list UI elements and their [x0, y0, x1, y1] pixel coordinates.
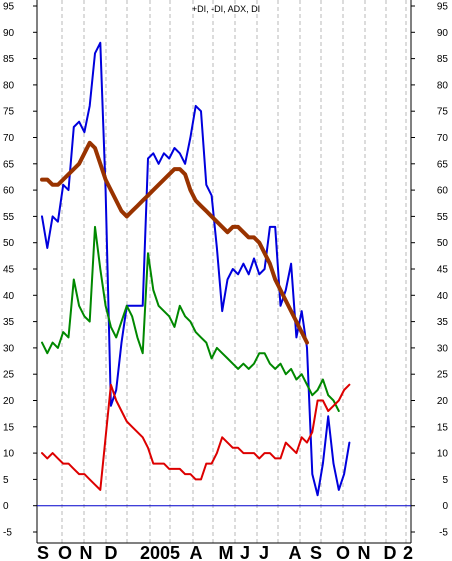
y-tick-label-left: -5	[3, 528, 12, 539]
y-tick-label-right: -5	[439, 528, 448, 539]
y-tick-label-right: 25	[437, 370, 449, 381]
y-tick-label-left: 25	[3, 370, 15, 381]
x-tick-label: O	[336, 543, 350, 561]
x-tick-label: M	[219, 543, 234, 561]
y-tick-label-left: 5	[3, 475, 9, 486]
x-tick-label: 2	[403, 543, 413, 561]
y-tick-label-right: 20	[437, 396, 449, 407]
y-tick-label-left: 60	[3, 186, 15, 197]
x-tick-label: 2005	[140, 543, 180, 561]
y-tick-label-right: 95	[437, 2, 449, 13]
y-tick-label-right: 55	[437, 212, 449, 223]
y-tick-label-right: 70	[437, 133, 449, 144]
y-tick-label-left: 15	[3, 422, 15, 433]
y-tick-label-left: 50	[3, 238, 15, 249]
x-tick-label: J	[240, 543, 250, 561]
y-tick-label-left: 80	[3, 80, 15, 91]
x-axis-month-labels: S O N D 2005 A M J J A S O N D 2	[37, 543, 413, 561]
y-tick-label-right: 85	[437, 54, 449, 65]
x-tick-label: D	[105, 543, 118, 561]
x-tick-label: N	[80, 543, 93, 561]
x-tick-label: O	[58, 543, 72, 561]
y-tick-label-right: 35	[437, 317, 449, 328]
y-tick-label-right: 75	[437, 107, 449, 118]
series-line-2	[41, 225, 340, 412]
series-line-3	[41, 383, 351, 491]
y-tick-label-right: 45	[437, 265, 449, 276]
chart-title: +DI, -DI, ADX, DI	[192, 4, 260, 14]
y-tick-label-right: 40	[437, 291, 449, 302]
y-tick-label-left: 75	[3, 107, 15, 118]
x-tick-label: J	[259, 543, 269, 561]
x-tick-label: S	[37, 543, 49, 561]
y-tick-label-left: 10	[3, 449, 15, 460]
y-tick-label-right: 50	[437, 238, 449, 249]
x-tick-label: N	[358, 543, 371, 561]
y-tick-label-right: 15	[437, 422, 449, 433]
y-tick-label-right: 65	[437, 159, 449, 170]
y-tick-label-right: 30	[437, 343, 449, 354]
y-tick-label-right: 90	[437, 28, 449, 39]
y-tick-label-left: 95	[3, 2, 15, 13]
y-tick-label-left: 40	[3, 291, 15, 302]
y-tick-label-right: 10	[437, 449, 449, 460]
x-tick-label: A	[289, 543, 302, 561]
y-tick-label-left: 20	[3, 396, 15, 407]
y-tick-label-right: 60	[437, 186, 449, 197]
y-tick-label-left: 70	[3, 133, 15, 144]
y-tick-label-left: 35	[3, 317, 15, 328]
y-tick-label-left: 85	[3, 54, 15, 65]
y-tick-label-left: 45	[3, 265, 15, 276]
y-tick-label-right: 5	[442, 475, 448, 486]
series-line-4	[40, 140, 309, 345]
y-tick-label-right: 0	[442, 501, 448, 512]
y-tick-label-left: 65	[3, 159, 15, 170]
x-tick-label: D	[384, 543, 397, 561]
y-tick-label-left: 90	[3, 28, 15, 39]
series-lines	[40, 41, 351, 497]
y-tick-label-right: 80	[437, 80, 449, 91]
y-tick-label-left: 30	[3, 343, 15, 354]
x-tick-label: S	[310, 543, 322, 561]
y-tick-label-left: 0	[3, 501, 9, 512]
x-tick-label: A	[190, 543, 203, 561]
y-tick-label-left: 55	[3, 212, 15, 223]
